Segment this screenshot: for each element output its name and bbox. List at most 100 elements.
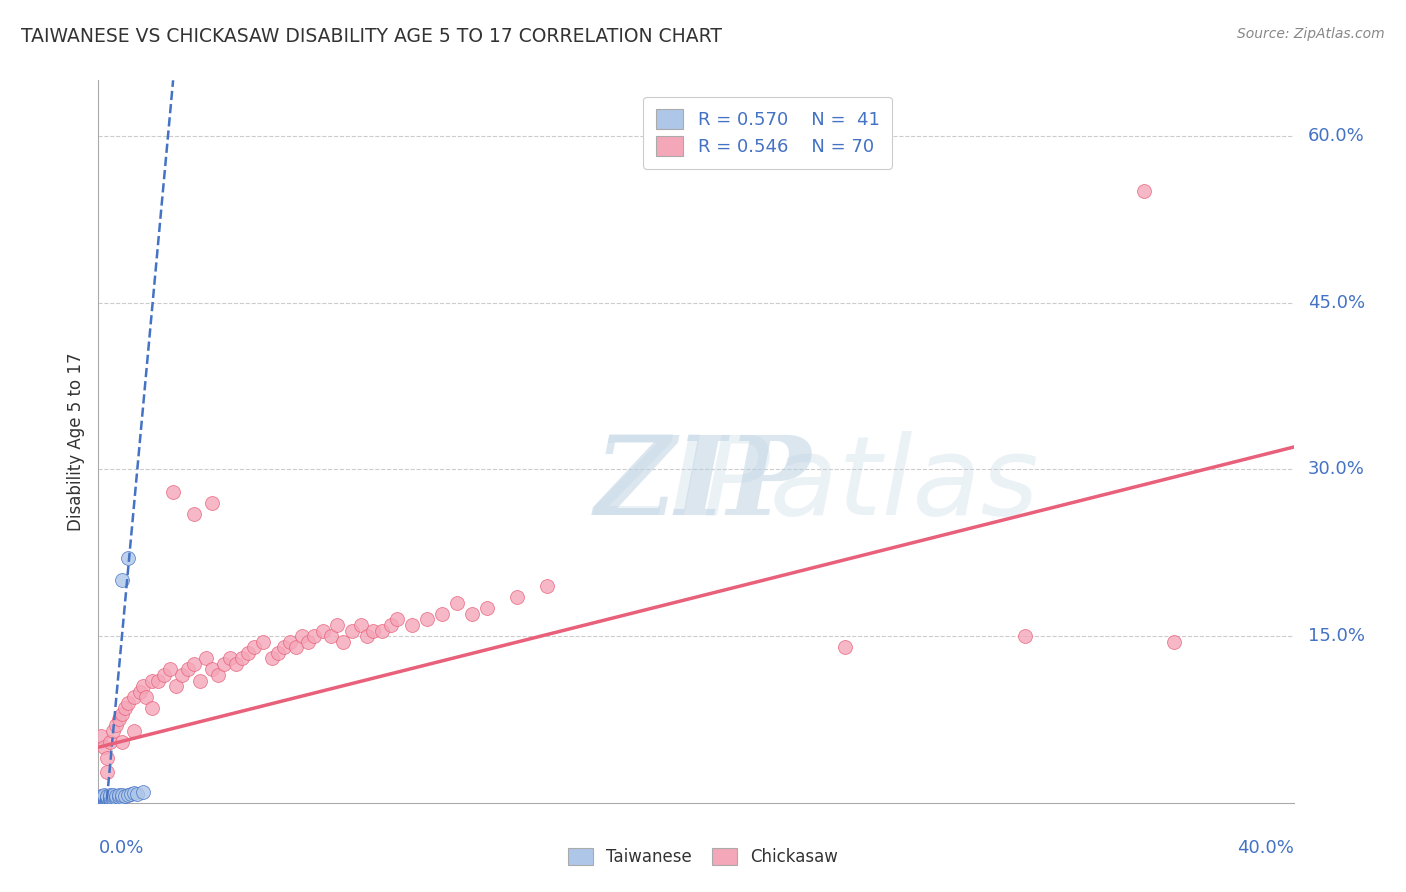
Point bbox=[117, 788, 139, 802]
Point bbox=[297, 634, 319, 648]
Point bbox=[1014, 629, 1036, 643]
Point bbox=[103, 790, 125, 805]
Point bbox=[165, 679, 187, 693]
Point bbox=[321, 629, 343, 643]
Point bbox=[363, 624, 385, 638]
Point bbox=[117, 696, 139, 710]
Point bbox=[96, 791, 118, 805]
Point bbox=[380, 618, 402, 632]
Point bbox=[90, 789, 112, 804]
Point bbox=[108, 713, 131, 727]
Point bbox=[212, 657, 235, 671]
Point bbox=[98, 734, 122, 748]
Point bbox=[183, 507, 205, 521]
Text: 60.0%: 60.0% bbox=[1308, 127, 1365, 145]
Point bbox=[111, 706, 134, 721]
Point bbox=[117, 551, 139, 566]
Point bbox=[93, 790, 115, 805]
Point bbox=[132, 679, 155, 693]
Point bbox=[96, 789, 118, 804]
Point bbox=[326, 618, 349, 632]
Point bbox=[93, 788, 115, 802]
Point bbox=[105, 789, 128, 804]
Point bbox=[1133, 185, 1156, 199]
Point bbox=[98, 792, 122, 806]
Text: ZIPatlas: ZIPatlas bbox=[595, 432, 1039, 539]
Point bbox=[291, 629, 314, 643]
Point bbox=[127, 787, 149, 801]
Point bbox=[93, 792, 115, 806]
Point bbox=[461, 607, 484, 621]
Point bbox=[201, 496, 224, 510]
Point bbox=[90, 729, 112, 743]
Point bbox=[172, 668, 194, 682]
Point bbox=[103, 792, 125, 806]
Point bbox=[260, 651, 283, 665]
Point bbox=[103, 723, 125, 738]
Legend: Taiwanese, Chickasaw: Taiwanese, Chickasaw bbox=[560, 840, 846, 875]
Point bbox=[89, 795, 111, 809]
Point bbox=[159, 662, 181, 676]
Point bbox=[124, 786, 146, 800]
Point bbox=[201, 662, 224, 676]
Y-axis label: Disability Age 5 to 17: Disability Age 5 to 17 bbox=[66, 352, 84, 531]
Point bbox=[183, 657, 205, 671]
Text: Source: ZipAtlas.com: Source: ZipAtlas.com bbox=[1237, 27, 1385, 41]
Point bbox=[207, 668, 229, 682]
Point bbox=[98, 788, 122, 802]
Point bbox=[401, 618, 423, 632]
Point bbox=[103, 788, 125, 802]
Point bbox=[90, 794, 112, 808]
Point bbox=[475, 601, 498, 615]
Point bbox=[385, 612, 409, 626]
Point bbox=[236, 646, 259, 660]
Point bbox=[219, 651, 242, 665]
Point bbox=[273, 640, 295, 655]
Point bbox=[278, 634, 301, 648]
Point bbox=[446, 596, 468, 610]
Point bbox=[129, 684, 152, 698]
Point bbox=[177, 662, 200, 676]
Text: 30.0%: 30.0% bbox=[1308, 460, 1365, 478]
Point bbox=[302, 629, 325, 643]
Point bbox=[111, 734, 134, 748]
Point bbox=[105, 718, 128, 732]
Point bbox=[93, 795, 115, 809]
Point bbox=[162, 484, 184, 499]
Point bbox=[284, 640, 307, 655]
Point bbox=[90, 791, 112, 805]
Point bbox=[141, 673, 163, 688]
Point bbox=[834, 640, 856, 655]
Point bbox=[141, 701, 163, 715]
Point bbox=[90, 795, 112, 809]
Point bbox=[311, 624, 333, 638]
Point bbox=[96, 794, 118, 808]
Point bbox=[114, 789, 136, 804]
Point bbox=[114, 701, 136, 715]
Point bbox=[267, 646, 290, 660]
Text: TAIWANESE VS CHICKASAW DISABILITY AGE 5 TO 17 CORRELATION CHART: TAIWANESE VS CHICKASAW DISABILITY AGE 5 … bbox=[21, 27, 723, 45]
Point bbox=[332, 634, 354, 648]
Point bbox=[243, 640, 266, 655]
Point bbox=[350, 618, 373, 632]
Point bbox=[430, 607, 453, 621]
Point bbox=[93, 791, 115, 805]
Text: 40.0%: 40.0% bbox=[1237, 838, 1294, 857]
Point bbox=[188, 673, 211, 688]
Point bbox=[111, 574, 134, 588]
Legend: R = 0.570    N =  41, R = 0.546    N = 70: R = 0.570 N = 41, R = 0.546 N = 70 bbox=[644, 96, 891, 169]
Point bbox=[111, 788, 134, 802]
Point bbox=[356, 629, 378, 643]
Point bbox=[195, 651, 218, 665]
Point bbox=[98, 791, 122, 805]
Point bbox=[506, 590, 529, 604]
Point bbox=[252, 634, 274, 648]
Point bbox=[132, 785, 155, 799]
Point bbox=[96, 764, 118, 779]
Point bbox=[536, 579, 558, 593]
Point bbox=[90, 790, 112, 805]
Point bbox=[98, 790, 122, 805]
Point bbox=[231, 651, 253, 665]
Point bbox=[93, 740, 115, 755]
Point bbox=[124, 690, 146, 705]
